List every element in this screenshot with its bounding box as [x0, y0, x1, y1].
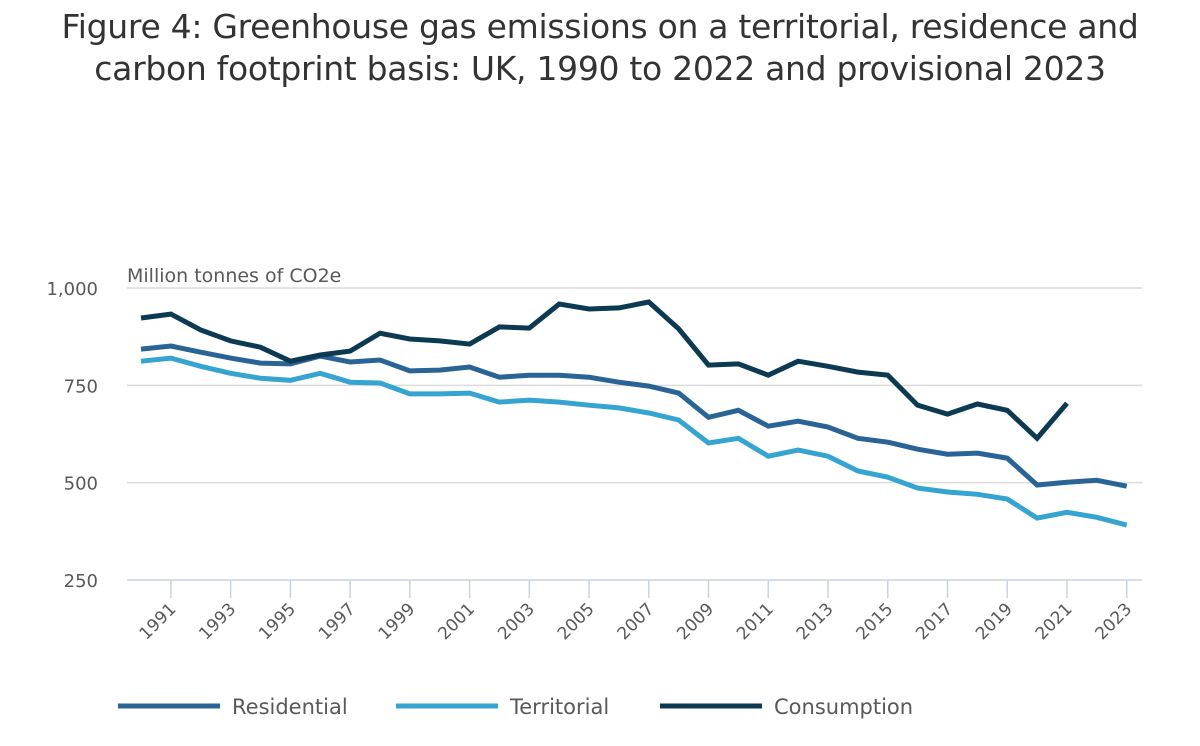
y-axis-unit-label: Million tonnes of CO2e — [127, 265, 341, 287]
series-line-consumption — [140, 299, 1069, 442]
legend: Residential Territorial Consumption — [118, 695, 913, 719]
x-tick-label: 1995 — [255, 599, 300, 644]
x-tick-label: 2019 — [972, 599, 1017, 644]
x-tick-label: 2007 — [614, 599, 659, 644]
x-tick-label: 2005 — [554, 599, 599, 644]
chart-title: Figure 4: Greenhouse gas emissions on a … — [61, 7, 1139, 88]
x-axis: 1991 1993 1995 1997 1999 2001 2003 2005 2007 2009… — [136, 580, 1137, 644]
series-lines — [140, 299, 1128, 528]
y-tick-label: 250 — [64, 571, 98, 592]
series-line-residential — [140, 343, 1128, 489]
x-tick-label: 2001 — [434, 599, 479, 644]
gridlines — [127, 287, 1142, 581]
x-tick-label: 2013 — [793, 599, 838, 644]
legend-label-residential: Residential — [232, 695, 348, 719]
series-line-territorial — [140, 355, 1128, 528]
y-tick-label: 750 — [64, 376, 98, 397]
x-tick-label: 1993 — [195, 599, 240, 644]
x-tick-label: 2003 — [494, 599, 539, 644]
x-tick-label: 1999 — [375, 599, 420, 644]
y-tick-label: 1,000 — [46, 279, 98, 300]
legend-label-territorial: Territorial — [509, 695, 609, 719]
x-tick-label: 2023 — [1092, 599, 1137, 644]
y-tick-label: 500 — [64, 474, 98, 495]
x-tick-label: 2011 — [733, 599, 778, 644]
x-tick-label: 2009 — [673, 599, 718, 644]
x-tick-label: 1997 — [315, 599, 360, 644]
y-axis-ticks: 250 500 750 1,000 — [46, 279, 98, 592]
x-tick-label: 2021 — [1032, 599, 1077, 644]
x-tick-label: 1991 — [136, 599, 181, 644]
x-tick-label: 2015 — [853, 599, 898, 644]
x-tick-label: 2017 — [912, 599, 957, 644]
legend-label-consumption: Consumption — [774, 695, 913, 719]
